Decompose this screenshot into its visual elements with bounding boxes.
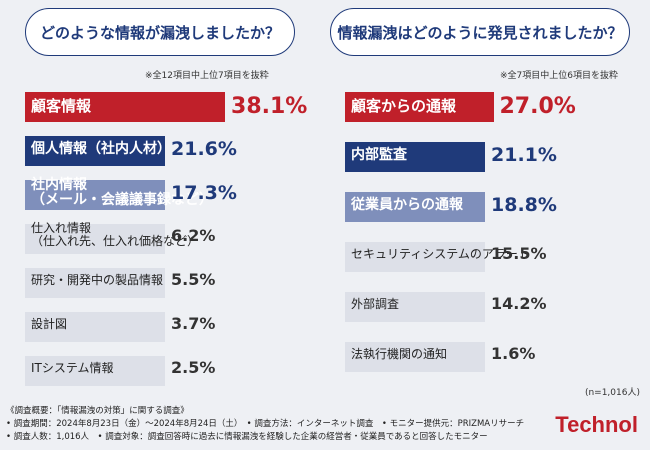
bar [345,192,485,222]
bar-row: ITシステム情報 2.5% [25,352,325,390]
survey-footer: 《調査概要：「情報漏洩の対策」に関する調査》 • 調査期間：2024年8月23日… [6,405,526,444]
footer-line-2: • 調査期間：2024年8月23日（金）〜2024年8月24日（土） • 調査方… [6,419,525,429]
bar-value: 5.5% [171,270,216,289]
right-chart-note: ※全7項目中上位6項目を抜粋 [500,71,618,81]
bar-value: 1.6% [491,344,536,363]
bar-label: ITシステム情報 [31,361,114,375]
bar-value: 21.6% [171,138,237,160]
bar [25,92,226,122]
bar-label: 研究・開発中の製品情報 [31,273,164,287]
bar-label: 内部監査 [351,147,407,163]
technol-logo: Technol [555,412,638,437]
left-bar-chart: 顧客情報 38.1% 個人情報（社内人材） 21.6% 社内情報 （メール・会議議事録な… [25,88,325,398]
bar-row: 社内情報 （メール・会議議事録など） 17.3% [25,176,325,214]
bar-value: 21.1% [491,144,557,166]
bar-label: 法執行機関の通知 [351,347,448,361]
bar [25,312,165,342]
bar-label: セキュリティシステムのアラート [351,247,530,261]
bar [25,356,165,386]
bar [345,292,485,322]
bar-label: 顧客情報 [31,97,92,115]
left-chart-note: ※全12項目中上位7項目を抜粋 [145,71,269,81]
bar-value: 2.5% [171,358,216,377]
bar-label: 仕入れ情報 （仕入れ先、仕入れ価格など） [31,221,200,249]
left-chart-title: どのような情報が漏洩しましたか？ [25,8,295,56]
bar-label: 個人情報（社内人材） [31,141,171,157]
bar-row: 外部調査 14.2% [345,288,645,326]
footer-line-3: • 調査人数：1,016人 • 調査対象：調査回答時に過去に情報漏洩を経験した企… [6,432,488,442]
bar [345,342,485,372]
bar-value: 15.5% [491,244,547,263]
bar-value: 27.0% [499,94,576,119]
bar [25,268,165,298]
bar-row: 顧客情報 38.1% [25,88,325,126]
bar-label: 従業員からの通報 [351,197,463,213]
bar-row: 法執行機関の通知 1.6% [345,338,645,376]
bar-row: 従業員からの通報 18.8% [345,188,645,226]
bar-label: 設計図 [31,317,68,331]
sample-size: (n=1,016人) [584,388,640,398]
bar-value: 17.3% [171,182,237,204]
bar-row: 研究・開発中の製品情報 5.5% [25,264,325,302]
bar-value: 18.8% [491,194,557,216]
footer-line-1: 《調査概要：「情報漏洩の対策」に関する調査》 [6,406,189,416]
bar [25,136,165,166]
bar-row: 個人情報（社内人材） 21.6% [25,132,325,170]
bar [25,180,165,210]
bar-row: セキュリティシステムのアラート 15.5% [345,238,645,276]
bar [345,92,494,122]
bar-row: 顧客からの通報 27.0% [345,88,645,126]
bar [345,242,485,272]
right-chart-title: 情報漏洩はどのように発見されましたか？ [330,8,630,56]
bar-value: 6.2% [171,226,216,245]
bar-row: 設計図 3.7% [25,308,325,346]
bar-label: 顧客からの通報 [351,97,457,115]
bar-label: 社内情報 （メール・会議議事録など） [31,177,213,209]
bar-row: 仕入れ情報 （仕入れ先、仕入れ価格など） 6.2% [25,220,325,258]
bar-label: 外部調査 [351,297,400,311]
bar-value: 38.1% [231,94,308,119]
bar [25,224,165,254]
bar-value: 14.2% [491,294,547,313]
bar-row: 内部監査 21.1% [345,138,645,176]
bar-value: 3.7% [171,314,216,333]
bar [345,142,485,172]
right-bar-chart: 顧客からの通報 27.0% 内部監査 21.1% 従業員からの通報 18.8% セキュリティ… [345,88,645,398]
